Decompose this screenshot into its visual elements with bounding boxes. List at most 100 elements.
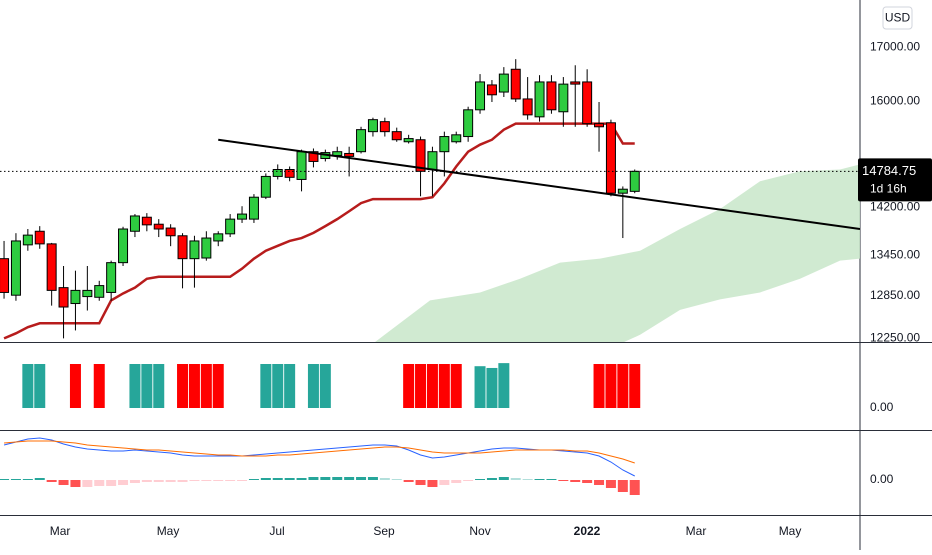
candle-body [475, 81, 486, 111]
y-tick-label: 12850.00 [870, 288, 920, 302]
candle-body [486, 84, 497, 96]
histogram-bar [272, 478, 283, 480]
indicator-bar [188, 364, 200, 408]
histogram-bar [582, 480, 593, 483]
histogram-bar [70, 480, 81, 487]
histogram-bar [486, 478, 497, 480]
x-tick-label: Mar [686, 524, 707, 538]
candle-body [498, 73, 509, 93]
candle-body [439, 136, 450, 153]
currency-label[interactable]: USD [885, 11, 911, 25]
candle-body [58, 287, 69, 308]
candle-body [296, 151, 307, 180]
candle-body [0, 258, 10, 293]
candle-body [248, 196, 259, 220]
candle-body [201, 237, 212, 259]
candle-body [260, 175, 271, 198]
histogram-bar [403, 480, 414, 482]
histogram-bar [225, 480, 236, 481]
histogram-bar [379, 478, 390, 480]
indicator-bar [438, 364, 450, 408]
histogram-bar [451, 480, 462, 483]
candle-body [118, 228, 129, 264]
candle-body [177, 235, 188, 260]
histogram-bar [617, 480, 628, 492]
candle-body [605, 122, 616, 194]
indicator-bar [593, 364, 605, 408]
candle-body [141, 216, 152, 226]
candle-body [129, 215, 140, 232]
indicator-bar [319, 364, 331, 408]
indicator-bar [141, 364, 153, 408]
last-price-label: 14784.75 [862, 163, 916, 178]
histogram-bar [237, 480, 248, 481]
y-tick-label: 12250.00 [870, 331, 920, 345]
histogram-bar [415, 480, 426, 485]
candle-body [22, 234, 33, 246]
candle-body [106, 262, 117, 293]
indicator-bar [605, 364, 617, 408]
histogram-bar [427, 480, 438, 487]
histogram-bar [391, 479, 402, 480]
histogram-bar [629, 480, 640, 495]
histogram-bar [58, 480, 69, 485]
candle-body [546, 81, 557, 111]
countdown: 1d 16h [870, 181, 907, 195]
x-tick-label: Mar [50, 524, 71, 538]
histogram-bar [534, 479, 545, 480]
indicator-bar [200, 364, 212, 408]
x-tick-label: Nov [469, 524, 490, 538]
indicator-bar [426, 364, 438, 408]
candle-body [10, 240, 21, 296]
histogram-bar [34, 478, 45, 480]
histogram-bar [201, 480, 212, 481]
histogram-bar [118, 480, 129, 485]
histogram-bar [522, 479, 533, 480]
candle-body [451, 134, 462, 143]
histogram-bar [10, 479, 21, 480]
indicator-bar [93, 364, 105, 408]
candle-body [153, 223, 164, 230]
x-tick-label: 2022 [574, 524, 601, 538]
candle-body [582, 81, 593, 125]
histogram-bar [129, 480, 140, 483]
histogram-bar [284, 478, 295, 480]
candle-body [308, 151, 319, 162]
currency-box[interactable] [882, 6, 913, 30]
indicator-bar [284, 364, 296, 408]
candle-body [570, 81, 581, 85]
indicator-bar [474, 366, 486, 408]
y-tick-label: 13450.00 [870, 248, 920, 262]
histogram-bar [475, 479, 486, 480]
candle-body [510, 68, 521, 100]
candle-body [189, 240, 200, 260]
candle-body [534, 81, 545, 118]
indicator-bar [129, 364, 141, 408]
indicator-bar [22, 364, 34, 408]
histogram-bar [213, 480, 224, 481]
histogram-bar [165, 480, 176, 482]
candle-body [379, 121, 390, 133]
histogram-bar [82, 480, 93, 487]
y-tick-label: 0.00 [870, 472, 894, 486]
indicator-bar [403, 364, 415, 408]
last-price-tag [858, 158, 932, 202]
histogram-bar [153, 480, 164, 482]
candle-body [356, 129, 367, 153]
histogram-bar [248, 479, 259, 480]
trendline [218, 138, 860, 231]
candle-body [165, 227, 176, 237]
histogram-bar [94, 480, 105, 486]
candle-body [558, 83, 569, 113]
x-tick-label: Jul [269, 524, 284, 538]
candle-body [617, 188, 628, 194]
candle-body [34, 230, 45, 245]
histogram-bar [320, 477, 331, 480]
candle-body [427, 151, 438, 171]
indicator-bar [177, 364, 189, 408]
indicator-bar [415, 364, 427, 408]
indicator-bar [153, 364, 165, 408]
indicator-bar [69, 364, 81, 408]
cloud [375, 164, 860, 342]
